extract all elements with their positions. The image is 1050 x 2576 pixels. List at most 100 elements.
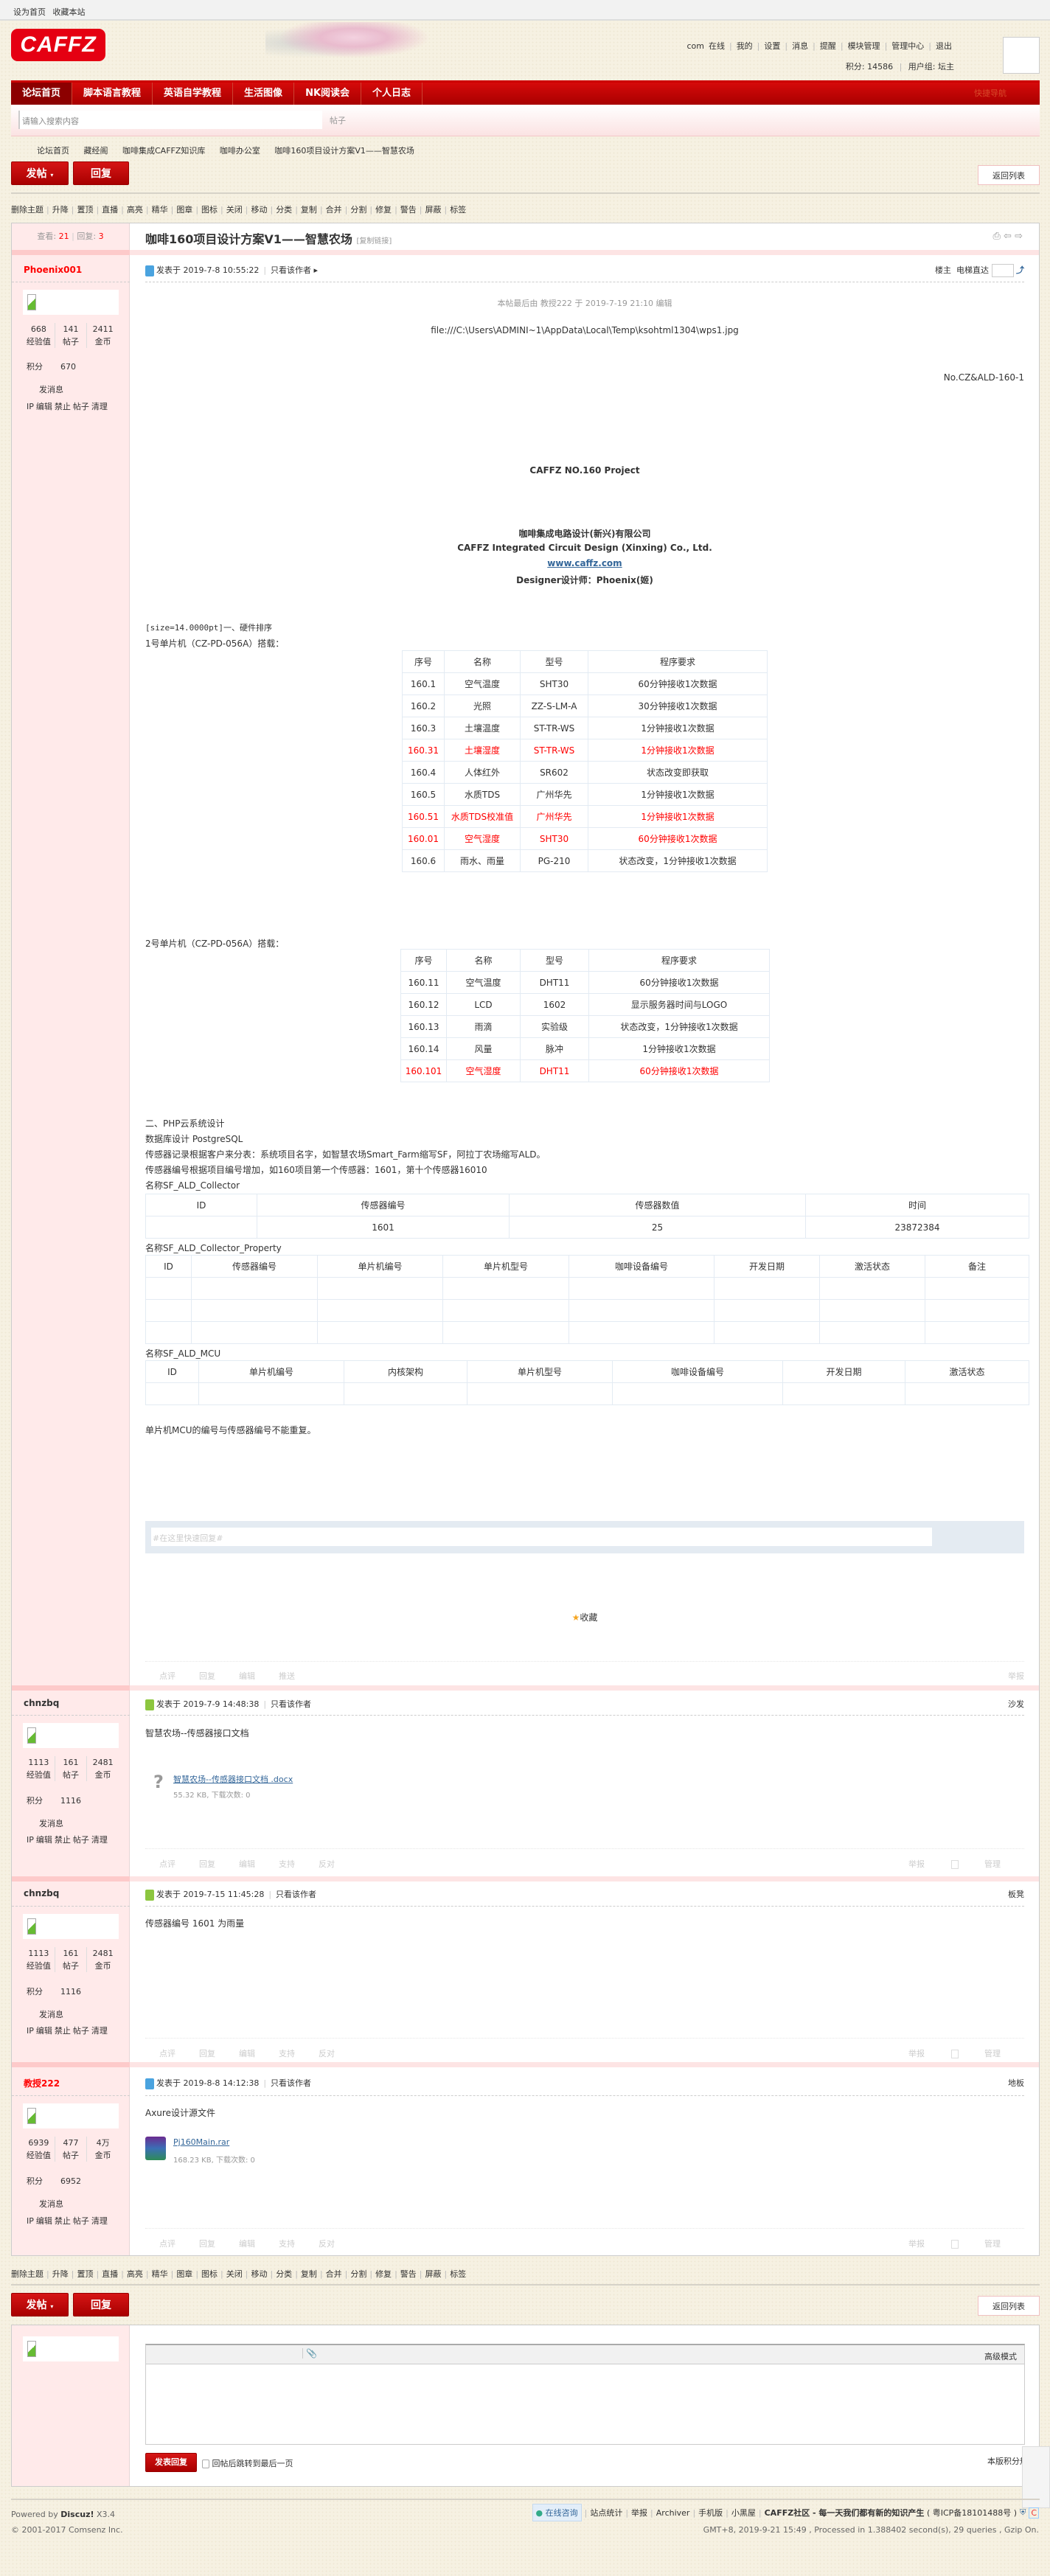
mod-action[interactable]: 修复 — [375, 2269, 392, 2279]
user-group[interactable]: 用户组: 坛主 — [908, 62, 954, 72]
author-avatar[interactable] — [23, 2103, 119, 2128]
breadcrumb-item[interactable]: 咖啡集成CAFFZ知识库 — [122, 146, 206, 156]
submit-reply-button[interactable]: 发表回复 — [145, 2453, 197, 2472]
posts-value[interactable]: 477 — [63, 2138, 79, 2148]
mod-action[interactable]: 图标 — [201, 205, 218, 215]
bookmark-site-link[interactable]: 收藏本站 — [52, 7, 86, 17]
search-type-select[interactable]: 帖子 — [330, 116, 346, 125]
nav-forum-home[interactable]: 论坛首页 — [11, 83, 73, 105]
edit-button[interactable]: 编辑 — [239, 2049, 255, 2058]
exp-value[interactable]: 6939 — [28, 2138, 49, 2148]
mod-action[interactable]: 标签 — [450, 205, 467, 215]
author-name[interactable]: chnzbq — [24, 1888, 60, 1898]
user-posts-link[interactable]: 帖子 — [72, 2216, 89, 2226]
mod-action[interactable]: 分割 — [350, 2269, 367, 2279]
user-score[interactable]: 积分: 14586 — [845, 62, 894, 72]
mod-action[interactable]: 直播 — [102, 205, 119, 215]
author-name[interactable]: chnzbq — [24, 1698, 60, 1708]
posts-value[interactable]: 161 — [63, 1758, 79, 1767]
new-post-button[interactable]: 发帖 ▾ — [11, 161, 69, 185]
reply-button-bottom[interactable]: 回复 — [73, 2293, 129, 2316]
reply-post-button[interactable]: 回复 — [199, 1859, 215, 1869]
security-shield-icon[interactable]: ⛨ — [1020, 2507, 1026, 2517]
reply-textarea[interactable] — [146, 2364, 1024, 2444]
quick-reply-input[interactable]: #在这里快速回复# — [151, 1528, 932, 1546]
author-name[interactable]: Phoenix001 — [24, 265, 83, 275]
mod-action[interactable]: 修复 — [375, 205, 392, 215]
previous-thread-icon[interactable]: ⇦ — [1004, 231, 1012, 242]
ban-link[interactable]: 禁止 — [54, 2026, 71, 2036]
my-link[interactable]: 我的 — [736, 41, 753, 51]
user-posts-link[interactable]: 帖子 — [72, 1835, 89, 1845]
ban-link[interactable]: 禁止 — [54, 2216, 71, 2226]
mod-action[interactable]: 删除主题 — [11, 2269, 44, 2279]
comment-button[interactable]: 点评 — [159, 1671, 175, 1681]
edit-button[interactable]: 编辑 — [239, 1671, 255, 1681]
posts-value[interactable]: 141 — [63, 324, 79, 334]
ip-link[interactable]: IP — [27, 1835, 34, 1845]
ip-link[interactable]: IP — [27, 2216, 34, 2226]
attachment-icon[interactable]: 📎 — [302, 2348, 317, 2359]
user-avatar[interactable] — [1003, 37, 1040, 74]
posts-value[interactable]: 161 — [63, 1949, 79, 1958]
exp-value[interactable]: 1113 — [28, 1758, 49, 1767]
edit-button[interactable]: 编辑 — [239, 1859, 255, 1869]
nav-personal-blog[interactable]: 个人日志 — [361, 83, 423, 105]
site-logo[interactable]: CAFFZ — [11, 29, 105, 61]
coins-value[interactable]: 2481 — [92, 1949, 114, 1958]
mod-action[interactable]: 精华 — [151, 2269, 168, 2279]
reply-button[interactable]: 回复 — [73, 161, 129, 185]
only-author-link[interactable]: 只看该作者 — [271, 2078, 312, 2088]
discuz-link[interactable]: Discuz! — [60, 2510, 94, 2519]
exp-value[interactable]: 1113 — [28, 1949, 49, 1958]
attachment-link[interactable]: Pj160Main.rar — [173, 2137, 230, 2147]
icp-link[interactable]: ( 粤ICP备18101488号 ) — [926, 2508, 1018, 2518]
report-button[interactable]: 举报 — [908, 2049, 925, 2058]
comment-button[interactable]: 点评 — [159, 2049, 175, 2058]
nav-nk-reading[interactable]: NK阅读会 — [294, 83, 362, 105]
floor-label[interactable]: 地板 — [1008, 2078, 1024, 2088]
only-author-link[interactable]: 只看该作者 — [271, 265, 312, 275]
new-post-button-bottom[interactable]: 发帖 ▾ — [11, 2293, 69, 2316]
online-status[interactable]: 在线 — [708, 41, 725, 51]
cleanup-link[interactable]: 清理 — [91, 2026, 108, 2036]
set-homepage-link[interactable]: 设为首页 — [13, 7, 46, 17]
mod-action[interactable]: 复制 — [300, 205, 317, 215]
report-link[interactable]: 举报 — [631, 2508, 648, 2518]
mod-action[interactable]: 移动 — [251, 205, 268, 215]
coins-value[interactable]: 4万 — [96, 2138, 110, 2148]
send-message-link[interactable]: 发消息 — [39, 2199, 63, 2209]
mod-action[interactable]: 高亮 — [126, 2269, 143, 2279]
floor-label[interactable]: 沙发 — [1008, 1699, 1024, 1709]
mod-action[interactable]: 移动 — [251, 2269, 268, 2279]
attachment-link[interactable]: 智慧农场--传感器接口文档 .docx — [173, 1775, 293, 1784]
mod-action[interactable]: 直播 — [102, 2269, 119, 2279]
back-to-list-button-bottom[interactable]: 返回列表 — [978, 2296, 1040, 2316]
mod-action[interactable]: 分类 — [276, 205, 293, 215]
jump-last-checkbox[interactable] — [202, 2460, 209, 2468]
copy-link[interactable]: [复制链接] — [356, 237, 392, 246]
ban-link[interactable]: 禁止 — [54, 1835, 71, 1845]
quick-nav[interactable]: 快捷导航 — [974, 88, 1006, 98]
mod-action[interactable]: 警告 — [400, 205, 417, 215]
coins-value[interactable]: 2411 — [92, 324, 114, 334]
mod-action[interactable]: 复制 — [300, 2269, 317, 2279]
mod-action[interactable]: 合并 — [325, 2269, 342, 2279]
edit-user-link[interactable]: 编辑 — [35, 1835, 52, 1845]
mod-action[interactable]: 图章 — [176, 2269, 193, 2279]
edit-user-link[interactable]: 编辑 — [35, 2216, 52, 2226]
breadcrumb-item[interactable]: 藏经阁 — [83, 146, 108, 156]
verification-icon[interactable]: C — [1029, 2507, 1039, 2518]
mod-action[interactable]: 图章 — [176, 205, 193, 215]
user-posts-link[interactable]: 帖子 — [72, 402, 89, 411]
mod-action[interactable]: 置顶 — [77, 2269, 94, 2279]
module-manage-link[interactable]: 模块管理 — [847, 41, 880, 51]
report-button[interactable]: 举报 — [908, 1859, 925, 1869]
manage-checkbox[interactable] — [950, 2050, 959, 2058]
edit-user-link[interactable]: 编辑 — [35, 2026, 52, 2036]
breadcrumb-item[interactable]: 论坛首页 — [37, 146, 69, 156]
search-input[interactable]: 请输入搜索内容 — [18, 111, 322, 129]
support-button[interactable]: 支持 — [279, 2239, 295, 2249]
settings-link[interactable]: 设置 — [764, 41, 781, 51]
coins-value[interactable]: 2481 — [92, 1758, 114, 1767]
